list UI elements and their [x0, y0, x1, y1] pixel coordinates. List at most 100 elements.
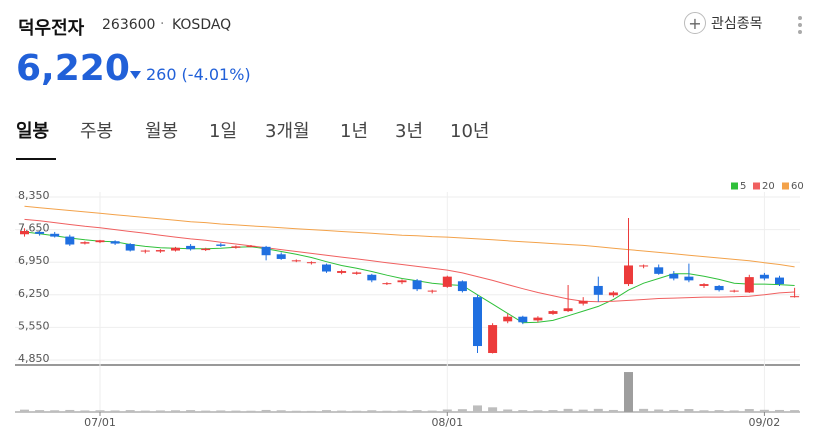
candle-body: [382, 283, 392, 285]
volume-bar: [155, 410, 165, 412]
candle-body: [699, 284, 709, 286]
candle-body: [775, 277, 784, 285]
volume-bar: [744, 409, 754, 412]
tab[interactable]: 1일: [209, 121, 238, 142]
volume-bar: [261, 409, 271, 412]
tab-underline: [16, 158, 56, 160]
candle-body: [140, 250, 150, 252]
x-tick-label: 09/02: [749, 416, 781, 429]
candle-body: [729, 290, 739, 292]
candle-body: [261, 246, 271, 256]
volume-bar: [775, 409, 784, 412]
ma-line: [24, 218, 795, 303]
tab[interactable]: 3년: [395, 121, 424, 142]
candle-body: [593, 285, 603, 295]
candle-body: [639, 265, 649, 267]
candle-body: [276, 254, 286, 259]
volume-bar: [442, 409, 452, 412]
plus-icon: +: [684, 12, 706, 34]
tab[interactable]: 3개월: [265, 121, 310, 142]
candle-body: [201, 248, 211, 251]
tab[interactable]: 10년: [450, 121, 490, 142]
candle-body: [442, 276, 452, 287]
candle-body: [322, 264, 331, 272]
watchlist-button[interactable]: + 관심종목: [684, 12, 763, 34]
volume-bar: [80, 410, 90, 412]
more-menu[interactable]: [797, 14, 803, 36]
volume-bar: [352, 410, 362, 412]
volume-bar: [337, 410, 347, 412]
candle-body: [759, 274, 769, 279]
candle-body: [624, 265, 633, 285]
volume-bar: [624, 372, 633, 412]
volume-bar: [171, 410, 180, 412]
stock-code: 263600: [102, 17, 156, 33]
candle-body: [306, 262, 316, 264]
volume-bar: [790, 410, 800, 412]
volume-bar: [503, 409, 513, 412]
candle-body: [654, 267, 664, 274]
legend-label: 60: [791, 181, 804, 192]
down-arrow: [130, 70, 141, 79]
candle-body: [427, 290, 437, 292]
tab[interactable]: 주봉: [80, 121, 114, 142]
tab[interactable]: 월봉: [145, 121, 179, 142]
candle-body: [684, 276, 694, 281]
volume-bar: [427, 410, 437, 412]
x-tick-label: 08/01: [431, 416, 463, 429]
candle-body: [337, 271, 347, 273]
volume-bar: [457, 409, 467, 412]
candle-body: [246, 245, 256, 247]
candle-body: [578, 300, 588, 304]
volume-bar: [533, 410, 543, 412]
candle-body: [412, 280, 422, 290]
candle-body: [231, 246, 241, 248]
volume-bar: [140, 410, 150, 412]
volume-bar: [759, 409, 769, 412]
candle-body: [216, 244, 226, 246]
volume-bar: [20, 409, 29, 412]
volume-bar: [95, 410, 105, 412]
volume-bar: [593, 408, 603, 412]
volume-bar: [276, 410, 286, 412]
y-tick-label: 5,550: [18, 319, 50, 332]
volume-bar: [231, 410, 241, 412]
y-tick-label: 4,850: [18, 352, 50, 365]
separator: ·: [160, 16, 165, 32]
candle-body: [714, 285, 724, 291]
legend-swatch: [731, 182, 738, 190]
legend-swatch: [753, 182, 760, 190]
volume-bar: [367, 410, 377, 412]
x-tick-label: 07/01: [84, 416, 116, 429]
volume-bar: [412, 410, 422, 412]
stock-name: 덕우전자: [18, 18, 85, 39]
candle-body: [367, 274, 377, 281]
change: 260 (-4.01%): [130, 65, 251, 84]
volume-bar: [306, 410, 316, 412]
volume-bar: [563, 408, 573, 412]
candle-body: [548, 311, 558, 314]
y-tick-label: 8,350: [18, 189, 50, 202]
candle-body: [125, 244, 135, 251]
candle-body: [744, 277, 754, 293]
ma-line: [24, 231, 795, 324]
tab[interactable]: 일봉: [16, 121, 50, 142]
volume-bar: [669, 409, 679, 412]
volume-bar: [654, 409, 664, 412]
candle-body: [110, 241, 120, 244]
volume-bar: [714, 410, 724, 412]
candle-body: [352, 272, 362, 274]
volume-bar: [548, 410, 558, 412]
volume-bar: [125, 410, 135, 412]
candle-body: [790, 296, 800, 298]
price: 6,220: [16, 48, 130, 89]
candle-body: [20, 230, 29, 235]
volume-bar: [201, 410, 211, 412]
volume-bar: [518, 410, 528, 412]
volume-bar: [699, 410, 709, 412]
volume-bar: [35, 410, 45, 412]
candle-body: [608, 292, 618, 296]
tab[interactable]: 1년: [340, 121, 369, 142]
